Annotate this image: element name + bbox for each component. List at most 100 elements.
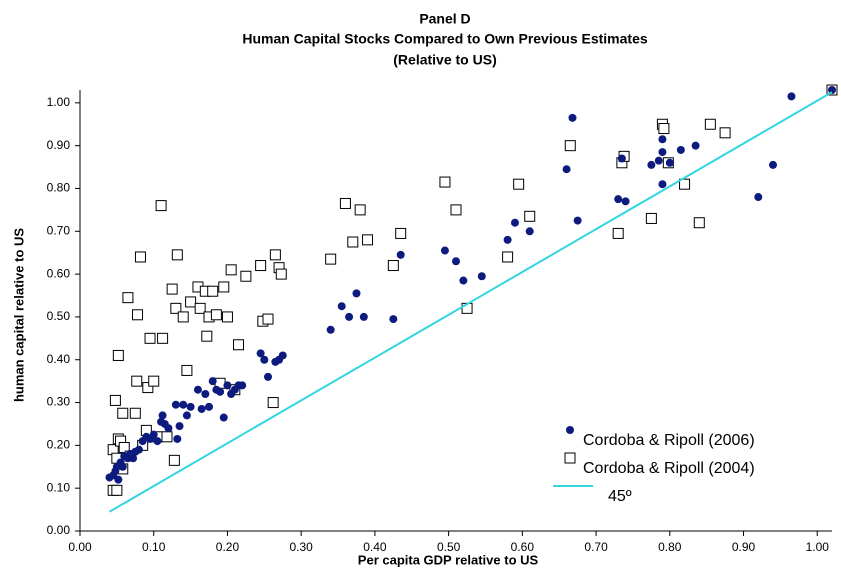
chart-title: (Relative to US): [393, 52, 496, 68]
y-tick-label: 0.90: [47, 138, 71, 152]
point: [131, 375, 143, 387]
point: [225, 264, 237, 276]
y-axis-title: human capital relative to US: [11, 228, 26, 402]
point: [459, 276, 468, 285]
point: [502, 251, 514, 263]
point: [132, 309, 144, 321]
point: [193, 385, 202, 394]
point: [112, 349, 124, 361]
y-tick-label: 0.50: [47, 309, 71, 323]
x-tick-label: 0.40: [363, 540, 387, 554]
point: [691, 141, 700, 150]
point: [134, 251, 146, 263]
point: [218, 281, 230, 293]
point: [347, 236, 359, 248]
point: [164, 424, 173, 433]
point: [396, 250, 405, 259]
point: [387, 260, 399, 272]
point: [704, 118, 716, 130]
point: [201, 389, 210, 398]
point: [197, 404, 206, 413]
point: [129, 407, 141, 419]
x-tick-label: 0.00: [68, 540, 92, 554]
point: [267, 397, 279, 409]
point: [439, 176, 451, 188]
point: [573, 216, 582, 225]
point: [219, 413, 228, 422]
legend-marker: [564, 452, 576, 464]
point: [153, 437, 162, 446]
point: [194, 302, 206, 314]
point: [238, 381, 247, 390]
point: [693, 217, 705, 229]
y-tick-label: 0.80: [47, 181, 71, 195]
point: [168, 454, 180, 466]
point: [679, 178, 691, 190]
point: [233, 339, 245, 351]
point: [149, 430, 158, 439]
point: [260, 355, 269, 364]
point: [175, 422, 184, 431]
point: [182, 411, 191, 420]
point: [255, 260, 267, 272]
point: [129, 454, 138, 463]
point: [157, 332, 169, 344]
y-tick-label: 0.70: [47, 223, 71, 237]
y-tick-label: 0.40: [47, 352, 71, 366]
point: [568, 113, 577, 122]
point: [171, 249, 183, 261]
point: [389, 315, 398, 324]
y-tick-label: 0.60: [47, 266, 71, 280]
x-tick-label: 1.00: [806, 540, 830, 554]
point: [339, 197, 351, 209]
point: [612, 227, 624, 239]
point: [787, 92, 796, 101]
point: [513, 178, 525, 190]
point: [179, 400, 188, 409]
point: [210, 309, 222, 321]
point: [621, 197, 630, 206]
point: [166, 283, 178, 295]
point: [148, 375, 160, 387]
point: [352, 289, 361, 298]
point: [171, 400, 180, 409]
point: [665, 158, 674, 167]
point: [122, 292, 134, 304]
point: [142, 382, 154, 394]
x-tick-label: 0.50: [437, 540, 461, 554]
point: [114, 475, 123, 484]
point: [161, 431, 173, 443]
x-tick-label: 0.20: [216, 540, 240, 554]
x-tick-label: 0.10: [142, 540, 166, 554]
point: [109, 394, 121, 406]
point: [264, 372, 272, 381]
point: [337, 302, 346, 311]
legend-label: Cordoba & Ripoll (2006): [583, 432, 755, 449]
point: [828, 86, 836, 94]
x-tick-label: 0.30: [289, 540, 313, 554]
point: [144, 332, 156, 344]
legend-label: Cordoba & Ripoll (2004): [583, 460, 755, 477]
point: [223, 381, 232, 390]
legend-label: 45º: [608, 488, 632, 505]
point: [118, 462, 127, 471]
x-tick-label: 0.70: [584, 540, 608, 554]
point: [614, 195, 623, 204]
point: [170, 302, 182, 314]
y-tick-label: 0.30: [47, 395, 71, 409]
point: [564, 140, 576, 152]
point: [524, 210, 536, 222]
point: [719, 127, 731, 139]
point: [477, 272, 486, 281]
point: [117, 407, 129, 419]
y-tick-label: 0.10: [47, 480, 71, 494]
point: [240, 270, 252, 282]
point: [216, 387, 225, 396]
point: [354, 204, 366, 216]
point: [275, 268, 287, 280]
point: [562, 165, 571, 174]
y-tick-label: 0.00: [47, 523, 71, 537]
point: [510, 218, 519, 227]
point: [181, 364, 193, 376]
